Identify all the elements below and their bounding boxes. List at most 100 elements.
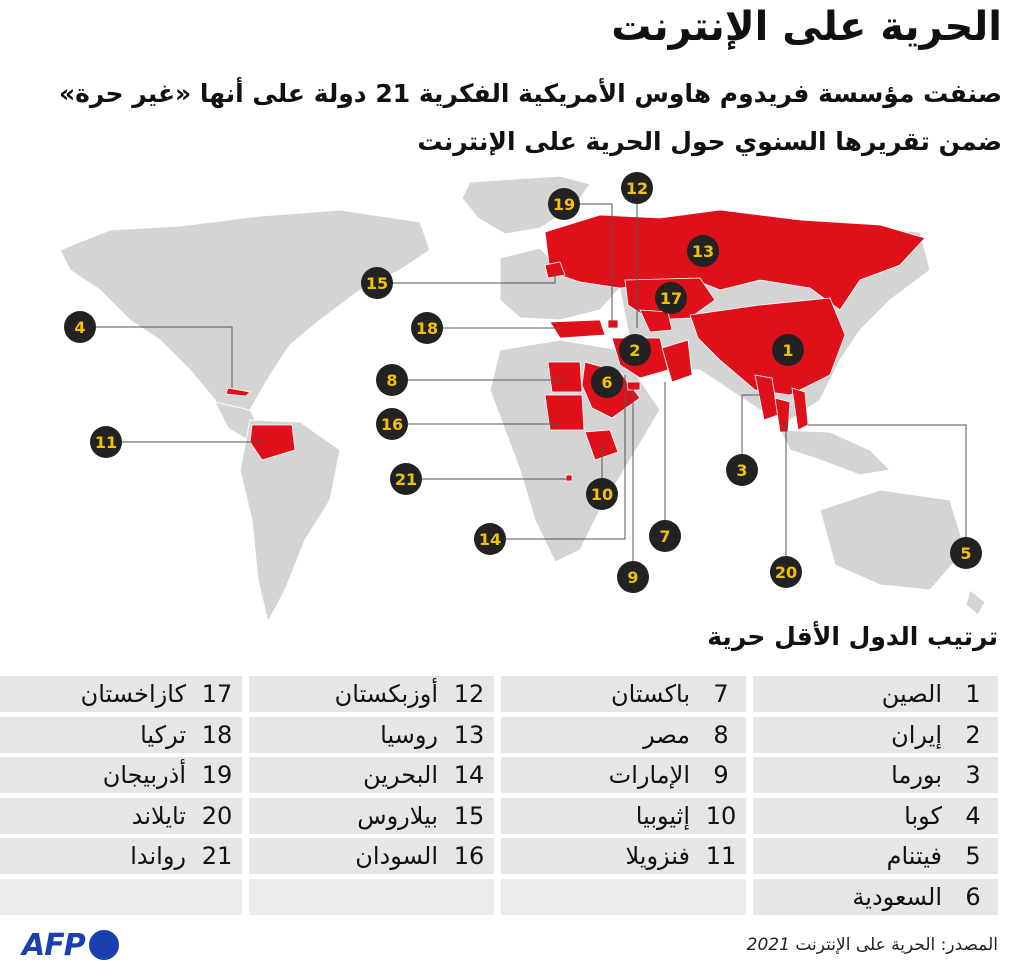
ranking-number: 21	[201, 842, 233, 870]
marker-circle	[390, 463, 422, 495]
ranking-row: 19 أذربيجان	[0, 757, 242, 793]
ranking-country-name: البحرين	[363, 761, 438, 789]
map-marker: 15	[361, 267, 393, 299]
ranking-empty-cell	[0, 878, 242, 915]
southeast-asia-islands-shape	[779, 429, 892, 476]
ranking-row: 7 باكستان	[501, 676, 746, 712]
subtitle-line-2: ضمن تقريرها السنوي حول الحرية على الإنتر…	[417, 127, 1002, 156]
map-marker: 11	[90, 426, 122, 458]
marker-label: 15	[366, 274, 388, 293]
ranking-country-name: إثيوبيا	[635, 801, 690, 830]
marker-label: 13	[692, 242, 714, 261]
source-year: 2021	[746, 935, 790, 955]
ranking-row: 13 روسيا	[249, 716, 494, 753]
marker-label: 14	[479, 530, 501, 549]
marker-label: 2	[629, 341, 640, 360]
ranking-country-name: باكستان	[610, 680, 690, 708]
ranking-country-name: أذربيجان	[102, 761, 186, 789]
australia-shape	[819, 489, 966, 591]
rwanda-shape	[565, 474, 573, 482]
ranking-number: 12	[453, 680, 485, 708]
ranking-number: 4	[965, 801, 981, 830]
ranking-number: 7	[713, 680, 729, 708]
ranking-row: 3 بورما	[753, 757, 998, 793]
leader-line	[377, 270, 556, 284]
ranking-row: 5 فيتنام	[753, 838, 998, 874]
ranking-country-name: السودان	[355, 842, 438, 870]
ranking-number: 16	[453, 842, 485, 870]
ranking-country-name: الإمارات	[608, 761, 690, 789]
leader-line	[490, 375, 626, 540]
ranking-country-name: بيلاروس	[357, 801, 438, 830]
ranking-country-name: إيران	[891, 720, 942, 749]
ranking-country-name: روسيا	[380, 720, 438, 749]
marker-circle	[950, 537, 982, 569]
ranking-country-name: فنزويلا	[625, 842, 690, 870]
ranking-country-name: تركيا	[140, 720, 186, 749]
marker-circle	[655, 282, 687, 314]
ranking-number: 20	[201, 801, 233, 830]
map-marker: 12	[621, 172, 653, 204]
marker-circle	[770, 556, 802, 588]
ranking-number: 3	[965, 761, 981, 789]
map-marker: 1	[772, 334, 804, 366]
marker-circle	[591, 366, 623, 398]
ranking-number: 5	[965, 842, 981, 870]
cuba-shape	[225, 387, 251, 397]
ranking-row: 15 بيلاروس	[249, 797, 494, 834]
ranking-number: 19	[201, 761, 233, 789]
marker-circle	[361, 267, 393, 299]
ranking-row: 9 الإمارات	[501, 757, 746, 793]
ranking-number: 14	[453, 761, 485, 789]
ranking-country-name: مصر	[643, 720, 690, 749]
marker-circle	[617, 561, 649, 593]
marker-circle	[90, 426, 122, 458]
ranking-country-name: كوبا	[904, 801, 942, 830]
ranking-country-name: السعودية	[852, 882, 942, 911]
marker-circle	[726, 454, 758, 486]
marker-label: 9	[627, 568, 638, 587]
ranking-title: ترتيب الدول الأقل حرية	[707, 622, 998, 651]
marker-circle	[586, 478, 618, 510]
map-marker: 9	[617, 561, 649, 593]
map-marker: 14	[474, 523, 506, 555]
ranking-row: 21 رواندا	[0, 838, 242, 874]
ranking-number: 8	[713, 720, 729, 749]
south-america-shape	[239, 419, 341, 624]
map-marker: 20	[770, 556, 802, 588]
marker-label: 3	[736, 461, 747, 480]
ranking-country-name: بورما	[891, 761, 942, 789]
marker-circle	[772, 334, 804, 366]
ranking-row: 11 فنزويلا	[501, 838, 746, 874]
page-title: الحرية على الإنترنت	[611, 4, 1002, 50]
china-shape	[689, 297, 846, 396]
marker-label: 1	[782, 341, 793, 360]
map-marker: 13	[687, 235, 719, 267]
marker-circle	[621, 172, 653, 204]
subtitle-line-1: صنفت مؤسسة فريدوم هاوس الأمريكية الفكرية…	[59, 79, 1002, 108]
marker-label: 6	[601, 373, 612, 392]
map-marker: 4	[64, 311, 96, 343]
ranking-row: 2 إيران	[753, 716, 998, 753]
marker-label: 11	[95, 433, 117, 452]
ranking-row: 16 السودان	[249, 838, 494, 874]
leader-line	[741, 394, 762, 470]
ranking-row: 8 مصر	[501, 716, 746, 753]
marker-circle	[64, 311, 96, 343]
map-marker: 7	[649, 520, 681, 552]
ranking-number: 11	[705, 842, 737, 870]
ranking-row: 1 الصين	[753, 676, 998, 712]
turkey-shape	[549, 319, 606, 339]
uzbekistan-shape	[639, 309, 673, 333]
afp-logo: AFP	[22, 928, 119, 963]
ranking-country-name: فيتنام	[886, 842, 942, 870]
ranking-country-name: رواندا	[130, 842, 186, 870]
marker-circle	[548, 188, 580, 220]
map-marker: 3	[726, 454, 758, 486]
map-marker: 10	[586, 478, 618, 510]
new-zealand-shape	[965, 589, 986, 616]
uae-shape	[626, 381, 641, 391]
logo-dot-icon	[88, 930, 119, 960]
ranking-number: 2	[965, 720, 981, 749]
